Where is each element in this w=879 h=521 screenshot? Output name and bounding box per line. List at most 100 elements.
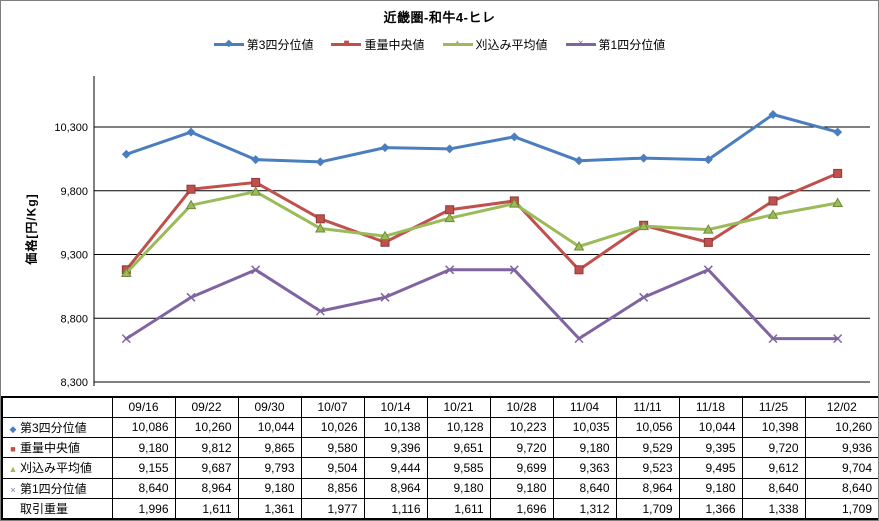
- marker-square: [445, 205, 455, 215]
- marker-diamond: [703, 155, 713, 165]
- table-value-cell: 10,056: [615, 416, 680, 438]
- marker-x: [186, 292, 196, 302]
- table-header-date: 10/07: [300, 396, 365, 418]
- row-marker-icon: ■: [10, 444, 16, 455]
- table-value-cell: 9,651: [426, 436, 491, 459]
- legend-line: [442, 43, 473, 46]
- row-label-text: 第1四分位値: [20, 481, 87, 496]
- table-header-date: 10/14: [363, 396, 428, 418]
- table-value-cell: 9,504: [300, 457, 365, 479]
- table-value-cell: 9,395: [678, 436, 743, 459]
- marker-triangle: [767, 209, 779, 219]
- marker-diamond: [251, 155, 261, 165]
- row-label: ■ 重量中央値: [1, 436, 113, 459]
- table-value-cell: 1,977: [300, 498, 365, 520]
- table-row: ■ 重量中央値 9,180 9,812 9,865 9,580 9,396 9,651 9,72…: [1, 436, 878, 459]
- legend-x-icon: ×: [565, 37, 596, 51]
- legend-marker-glyph: ■: [343, 38, 350, 49]
- table-value-cell: 1,709: [804, 498, 878, 520]
- marker-x: [639, 292, 649, 302]
- table-value-cell: 9,865: [237, 436, 302, 459]
- chart-title: 近畿圏-和牛4-ヒレ: [383, 10, 496, 25]
- chart-legend: ◆ 第3四分位値 ■ 重量中央値 ▲ 刈込み平均値 × 第1四分位値: [1, 34, 878, 54]
- row-label-text: 第3四分位値: [20, 420, 87, 435]
- table-value-cell: 8,640: [552, 477, 617, 500]
- series-line-x: [124, 268, 840, 341]
- table-header-date: 11/25: [741, 396, 806, 418]
- table-header-date: 11/11: [615, 396, 680, 418]
- table-value-cell: 1,709: [615, 498, 680, 520]
- row-label: × 第1四分位値: [1, 477, 113, 500]
- marker-diamond: [509, 132, 519, 142]
- table-header-date: 09/22: [174, 396, 239, 418]
- table-value-cell: 8,640: [111, 477, 176, 500]
- marker-triangle: [702, 224, 714, 234]
- marker-triangle: [832, 197, 844, 207]
- table-value-cell: 8,640: [741, 477, 806, 500]
- table-value-cell: 8,640: [804, 477, 878, 500]
- table-value-cell: 9,704: [804, 457, 878, 479]
- table-value-cell: 1,611: [426, 498, 491, 520]
- table-row: ▲ 刈込み平均値 9,155 9,687 9,793 9,504 9,444 9,585 9,6…: [1, 457, 878, 479]
- marker-x: [833, 334, 843, 344]
- table-value-cell: 1,611: [174, 498, 239, 520]
- table-value-cell: 9,812: [174, 436, 239, 459]
- table-value-cell: 10,044: [237, 416, 302, 438]
- table-value-cell: 10,223: [489, 416, 554, 438]
- table-value-cell: 9,180: [237, 477, 302, 500]
- table-value-cell: 9,585: [426, 457, 491, 479]
- table-header-date: 09/16: [111, 396, 176, 418]
- marker-triangle: [573, 240, 585, 251]
- table-value-cell: 10,138: [363, 416, 428, 438]
- chart-data-table: 09/16 09/22 09/30 10/07 10/14 10/21 10/28 11/04…: [1, 396, 878, 520]
- table-value-cell: 10,398: [741, 416, 806, 438]
- legend-item: × 第1四分位値: [565, 36, 665, 53]
- marker-x: [509, 265, 519, 275]
- table-value-cell: 1,366: [678, 498, 743, 520]
- table-value-cell: 9,180: [489, 477, 554, 500]
- marker-triangle: [444, 212, 456, 223]
- legend-label: 第3四分位値: [246, 37, 314, 52]
- marker-diamond: [639, 153, 649, 163]
- legend-label: 重量中央値: [364, 37, 425, 52]
- table-value-cell: 10,260: [174, 416, 239, 438]
- table-header-date: 11/18: [678, 396, 743, 418]
- y-tick-label: 8,300: [60, 377, 88, 389]
- table-value-cell: 9,444: [363, 457, 428, 479]
- table-value-cell: 9,720: [489, 436, 554, 459]
- table-value-cell: 8,964: [615, 477, 680, 500]
- marker-diamond: [380, 143, 390, 153]
- marker-square: [315, 214, 325, 224]
- table-value-cell: 9,180: [426, 477, 491, 500]
- table-value-cell: 9,495: [678, 457, 743, 479]
- marker-diamond: [445, 144, 455, 154]
- row-marker-icon: ▲: [8, 464, 18, 475]
- marker-square: [703, 237, 713, 247]
- table-value-cell: 1,361: [237, 498, 302, 520]
- table-value-cell: 1,338: [741, 498, 806, 520]
- row-label: ◆ 第3四分位値: [1, 416, 113, 438]
- legend-item: ■ 重量中央値: [331, 36, 425, 53]
- marker-diamond: [121, 149, 131, 159]
- table-value-cell: 9,529: [615, 436, 680, 459]
- legend-marker-glyph: ▲: [452, 38, 463, 49]
- table-value-cell: 1,312: [552, 498, 617, 520]
- marker-diamond: [574, 156, 584, 166]
- legend-label: 刈込み平均値: [475, 37, 548, 52]
- table-value-cell: 9,180: [111, 436, 176, 459]
- legend-diamond-icon: ◆: [213, 37, 244, 51]
- legend-line: [565, 43, 596, 46]
- table-header-date: 12/02: [804, 396, 878, 418]
- y-tick-label: 10,300: [54, 122, 88, 134]
- table-value-cell: 1,116: [363, 498, 428, 520]
- table-value-cell: 1,996: [111, 498, 176, 520]
- marker-x: [251, 265, 261, 275]
- table-value-cell: 9,580: [300, 436, 365, 459]
- row-label-text: 刈込み平均値: [20, 461, 93, 476]
- marker-x: [121, 334, 131, 344]
- marker-diamond: [768, 110, 778, 120]
- table-value-cell: 9,396: [363, 436, 428, 459]
- y-tick-label: 9,300: [60, 250, 88, 262]
- row-label-text: 重量中央値: [20, 441, 81, 456]
